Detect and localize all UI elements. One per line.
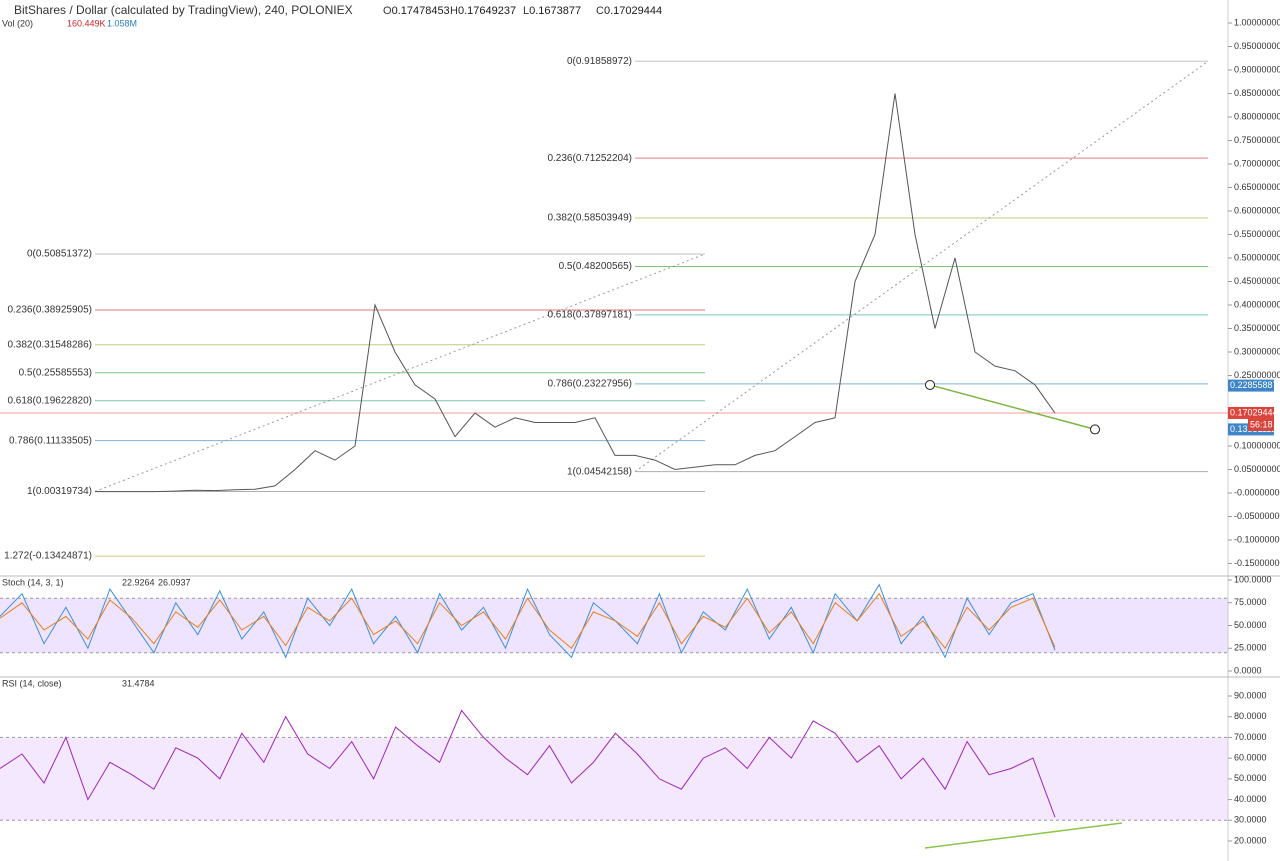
ohlc: O0.17478453 H0.17649237 L0.1673877 C0.17029… (383, 5, 662, 17)
y-tick-label: 0.50000000 (1234, 252, 1280, 262)
series-line (95, 93, 1056, 493)
y-tick-label: 80.0000 (1234, 711, 1267, 721)
y-tick-label: 30.0000 (1234, 815, 1267, 825)
y-tick-label: 70.0000 (1234, 732, 1267, 742)
y-tick-label: 25.0000 (1234, 643, 1267, 653)
y-tick-label: -0.05000000 (1234, 511, 1280, 521)
y-tick-label: 75.0000 (1234, 597, 1267, 607)
ohlc-item: H0.17649237 (450, 5, 516, 17)
fib-label: 0.382(0.58503949) (547, 213, 632, 224)
series-line (0, 709, 1056, 818)
ohlc-value: 0.17478453 (392, 5, 450, 17)
ohlc-value: 0.17029444 (604, 5, 662, 17)
fib-label: 0.786(0.11133505) (9, 435, 92, 446)
y-tick-label: 0.80000000 (1234, 111, 1280, 121)
trendline (929, 384, 1096, 431)
fib-label: 0.5(0.48200565) (559, 261, 632, 272)
y-tick-label: 60.0000 (1234, 753, 1267, 763)
y-tick-label: 0.35000000 (1234, 323, 1280, 333)
band (0, 737, 1228, 821)
band (0, 598, 1228, 653)
ohlc-item: C0.17029444 (596, 5, 662, 17)
legend-value: 31.4784 (122, 678, 155, 688)
ohlc-value: 0.17649237 (458, 5, 516, 17)
y-tick-label: 0.05000000 (1234, 464, 1280, 474)
y-tick-label: 50.0000 (1234, 620, 1267, 630)
y-tick-label: 0.75000000 (1234, 135, 1280, 145)
trendline-handle (925, 379, 935, 390)
y-tick-label: 0.45000000 (1234, 276, 1280, 286)
ohlc-letter: L (523, 5, 529, 17)
y-tick-label: 0.0000 (1234, 665, 1262, 675)
y-tick-label: 40.0000 (1234, 794, 1267, 804)
countdown-box (1248, 418, 1274, 431)
y-tick-label: 0.85000000 (1234, 88, 1280, 98)
series-line (0, 592, 1056, 650)
y-tick-label: 90.0000 (1234, 690, 1267, 700)
chart-title: BitShares / Dollar (calculated by Tradin… (14, 3, 353, 17)
fib-label: 0(0.50851372) (27, 249, 92, 260)
price-tag (1228, 379, 1274, 392)
fib-label: 1(0.04542158) (567, 466, 632, 477)
fib-label: 0.786(0.23227956) (547, 378, 632, 389)
ohlc-value: 0.1673877 (529, 5, 581, 17)
y-tick-label: -0.15000000 (1234, 558, 1280, 568)
volume-label: Vol (20) (2, 18, 33, 28)
fib-label: 0.236(0.71252204) (547, 153, 632, 164)
price-tag-label: 0.22855887 (1230, 380, 1278, 390)
y-tick-label: 50.0000 (1234, 773, 1267, 783)
fib-label: 0.5(0.25585553) (19, 367, 92, 378)
volume-value: 160.449K (67, 18, 106, 28)
y-tick-label: 0.30000000 (1234, 346, 1280, 356)
ohlc-letter: H (450, 5, 458, 17)
legend-value: 22.9264 (122, 577, 155, 587)
y-tick-label: 0.90000000 (1234, 64, 1280, 74)
y-tick-label: -0.10000000 (1234, 534, 1280, 544)
y-tick-label: 0.25000000 (1234, 370, 1280, 380)
volume-value: 1.058M (107, 18, 137, 28)
fib-label: 0.382(0.31548286) (7, 339, 92, 350)
ohlc-item: O0.17478453 (383, 5, 450, 17)
fib-label: 0.618(0.19622820) (7, 395, 92, 406)
fib-label: 1.272(-0.13424871) (4, 551, 92, 562)
price-tag (1228, 406, 1274, 419)
y-tick-label: 100.0000 (1234, 574, 1272, 584)
trendline (924, 822, 1123, 849)
legend-value: 26.0937 (158, 577, 191, 587)
series-line (0, 583, 1056, 659)
y-tick-label: 0.70000000 (1234, 158, 1280, 168)
y-tick-label: 0.55000000 (1234, 229, 1280, 239)
fib-label: 0.236(0.38925905) (7, 305, 92, 316)
y-tick-label: 1.00000000 (1234, 17, 1280, 27)
price-tag-label: 0.17029444 (1230, 407, 1278, 417)
fib-label: 0.618(0.37897181) (547, 310, 632, 321)
ohlc-item: L0.1673877 (523, 5, 581, 17)
countdown: 56:18 (1250, 419, 1273, 429)
y-tick-label: 0.95000000 (1234, 41, 1280, 51)
y-tick-label: 0.40000000 (1234, 299, 1280, 309)
y-tick-label: 0.60000000 (1234, 205, 1280, 215)
y-tick-label: 20.0000 (1234, 835, 1267, 845)
pane-title: RSI (14, close) (2, 678, 62, 688)
y-tick-label: -0.00000000 (1234, 487, 1280, 497)
trendline-handle (1090, 424, 1100, 435)
pane-title: Stoch (14, 3, 1) (2, 577, 64, 587)
ohlc-letter: C (596, 5, 604, 17)
fib-trend (94, 253, 706, 492)
y-tick-label: 0.65000000 (1234, 182, 1280, 192)
fib-label: 1(0.00319734) (27, 486, 92, 497)
ohlc-letter: O (383, 5, 392, 17)
fib-label: 0(0.91858972) (567, 56, 632, 67)
y-tick-label: 0.10000000 (1234, 440, 1280, 450)
